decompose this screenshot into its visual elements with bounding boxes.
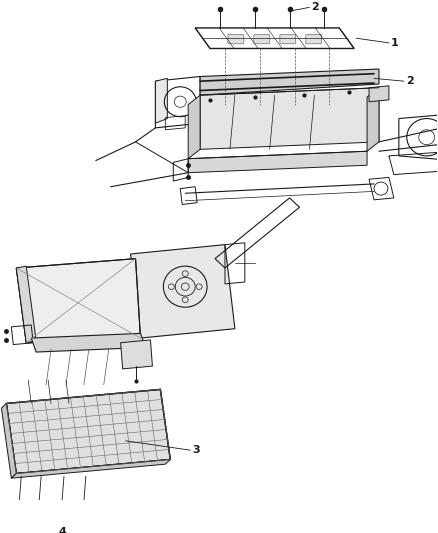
Polygon shape bbox=[131, 245, 235, 338]
Polygon shape bbox=[16, 259, 141, 343]
Text: 2: 2 bbox=[406, 76, 413, 86]
Polygon shape bbox=[188, 95, 200, 159]
FancyBboxPatch shape bbox=[254, 35, 270, 44]
Polygon shape bbox=[11, 459, 170, 478]
Polygon shape bbox=[369, 86, 389, 102]
FancyBboxPatch shape bbox=[306, 35, 321, 44]
Text: 3: 3 bbox=[192, 445, 200, 455]
Polygon shape bbox=[120, 340, 152, 369]
Polygon shape bbox=[200, 88, 379, 149]
Text: 2: 2 bbox=[311, 2, 319, 12]
FancyBboxPatch shape bbox=[228, 35, 244, 44]
Polygon shape bbox=[200, 69, 379, 95]
Polygon shape bbox=[16, 266, 36, 343]
Text: 4: 4 bbox=[58, 527, 66, 533]
Polygon shape bbox=[1, 403, 16, 478]
Text: 1: 1 bbox=[391, 38, 399, 48]
Polygon shape bbox=[155, 78, 167, 123]
Polygon shape bbox=[7, 390, 170, 473]
Polygon shape bbox=[367, 88, 379, 151]
Polygon shape bbox=[188, 151, 367, 173]
Polygon shape bbox=[31, 333, 145, 352]
FancyBboxPatch shape bbox=[280, 35, 296, 44]
